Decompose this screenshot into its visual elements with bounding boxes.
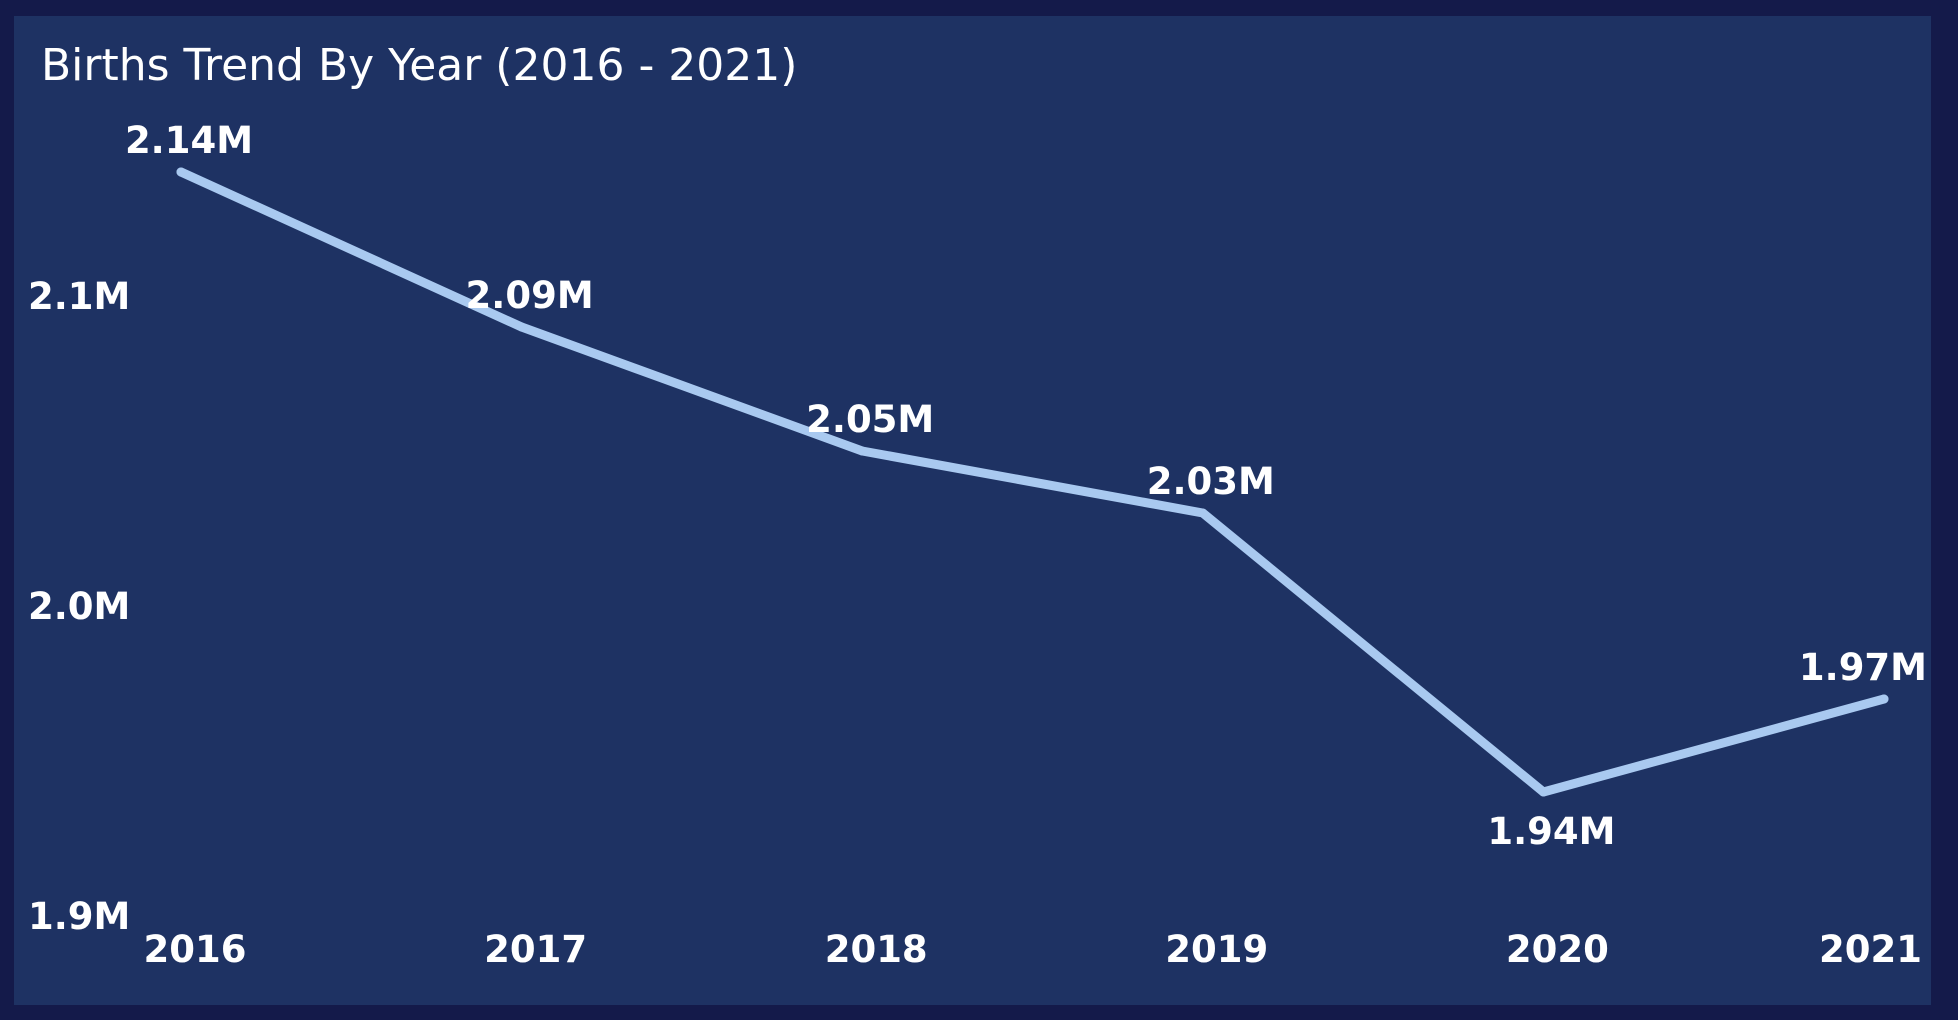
data-point xyxy=(517,322,527,332)
line-chart: 1.9M 2.0M 2.1M 2016 2017 2018 2019 2020 2021 2.14… xyxy=(28,119,1927,971)
data-label: 1.97M xyxy=(1799,646,1927,689)
x-tick-label: 2018 xyxy=(825,928,928,971)
x-tick-label: 2016 xyxy=(144,928,247,971)
series-line xyxy=(176,167,1889,797)
data-point xyxy=(1538,787,1548,797)
chart-panel: Births Trend By Year (2016 - 2021) 1.9M 2… xyxy=(14,16,1931,1005)
data-label: 1.94M xyxy=(1487,810,1615,853)
x-tick-label: 2020 xyxy=(1506,928,1609,971)
x-tick-label: 2017 xyxy=(484,928,587,971)
y-tick-label: 2.1M xyxy=(28,275,130,318)
y-tick-label: 2.0M xyxy=(28,585,130,628)
data-label: 2.09M xyxy=(466,274,594,317)
data-point xyxy=(1198,508,1208,518)
data-label: 2.05M xyxy=(806,398,934,441)
data-point xyxy=(1879,694,1889,704)
data-point xyxy=(857,446,867,456)
data-label: 2.14M xyxy=(125,119,253,162)
y-tick-label: 1.9M xyxy=(28,895,130,938)
data-label: 2.03M xyxy=(1147,460,1275,503)
x-tick-label: 2021 xyxy=(1819,928,1922,971)
chart-title: Births Trend By Year (2016 - 2021) xyxy=(41,40,798,91)
data-point xyxy=(176,167,186,177)
x-tick-label: 2019 xyxy=(1165,928,1268,971)
